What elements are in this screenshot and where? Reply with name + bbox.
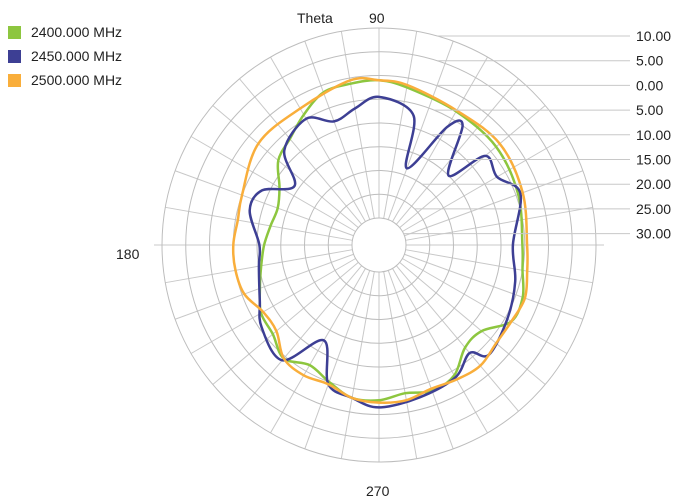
legend-swatch-2500 [8, 73, 21, 87]
legend-label-2450: 2450.000 MHz [31, 48, 123, 64]
grid-ring [304, 170, 454, 320]
grid-ring [185, 51, 573, 439]
grid-ring [161, 27, 597, 463]
angle-tick-180: 180 [116, 246, 140, 262]
radial-tick-label: 10.00 [636, 127, 671, 143]
legend-swatch-2450 [8, 49, 21, 63]
radial-tick-label: 30.00 [636, 226, 671, 242]
series-line-2 [231, 76, 529, 404]
radial-tick-label: 15.00 [636, 152, 671, 168]
polar-grid [154, 27, 604, 463]
radial-tick-label: 0.00 [636, 77, 663, 93]
legend: 2400.000 MHz 2450.000 MHz 2500.000 MHz [8, 20, 122, 92]
axis-labels: Theta 90 180 270 [116, 10, 390, 499]
radial-tick-label: 5.00 [636, 53, 663, 69]
theta-label: Theta [297, 10, 333, 26]
legend-item-2500: 2500.000 MHz [8, 68, 122, 92]
radial-tick-label: 5.00 [636, 102, 663, 118]
legend-label-2500: 2500.000 MHz [31, 72, 123, 88]
radial-tick-label: 25.00 [636, 201, 671, 217]
legend-item-2450: 2450.000 MHz [8, 44, 122, 68]
radial-tick-label: 20.00 [636, 176, 671, 192]
radial-tick-labels: 10.00 5.00 0.00 5.00 10.00 15.00 20.00 25.00 30.… [403, 28, 671, 242]
series-layer [231, 76, 529, 409]
radial-tick-label: 10.00 [636, 28, 671, 44]
legend-label-2400: 2400.000 MHz [31, 24, 123, 40]
legend-item-2400: 2400.000 MHz [8, 20, 122, 44]
grid-ring [256, 122, 502, 368]
legend-swatch-2400 [8, 25, 21, 39]
grid-ring [327, 193, 431, 297]
angle-tick-270: 270 [366, 483, 390, 499]
grid-ring [280, 146, 478, 344]
grid-ring [351, 217, 407, 273]
angle-tick-90: 90 [369, 10, 385, 26]
grid-ring [209, 75, 549, 415]
